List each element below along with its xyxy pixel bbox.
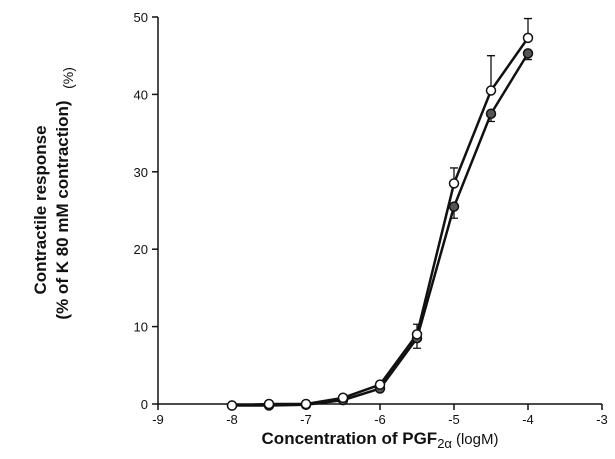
data-point (448, 201, 460, 212)
error-bar (487, 55, 495, 91)
data-point (485, 85, 497, 96)
y-label: Contractile response (% of K 80 mM contr… (31, 100, 72, 319)
series-line (231, 37, 530, 407)
data-point (522, 32, 534, 44)
y-tick-label: 40 (134, 87, 148, 102)
x-tick-label: -7 (300, 412, 312, 427)
y-label-line: Contractile response (31, 125, 50, 294)
x-tick-label: -5 (448, 412, 460, 427)
x-label-main: Concentration of PGF (262, 429, 438, 448)
data-point (374, 379, 386, 390)
data-point (226, 400, 238, 411)
y-tick-label: 50 (134, 10, 148, 25)
data-point (448, 178, 460, 189)
x-label-sub: 2α (437, 436, 452, 451)
y-tick-label: 20 (134, 242, 148, 257)
data-point (263, 398, 275, 410)
y-label-line: (% of K 80 mM contraction) (53, 100, 72, 319)
x-label: Concentration of PGF2α (logM) (262, 429, 499, 451)
y-tick-label: 30 (134, 165, 148, 180)
x-tick-label: -9 (152, 412, 164, 427)
data-point (485, 108, 497, 119)
x-tick-label: -8 (226, 412, 238, 427)
data-point (337, 392, 349, 404)
data-point (300, 398, 312, 410)
data-point (411, 329, 423, 340)
x-tick-label: -3 (596, 412, 608, 427)
x-unit: (logM) (456, 431, 499, 448)
data-point (522, 48, 534, 59)
y-tick-label: 0 (141, 397, 148, 412)
y-tick-label: 10 (134, 320, 148, 335)
x-tick-label: -4 (522, 412, 534, 427)
x-tick-label: -6 (374, 412, 386, 427)
y-unit: (%) (60, 67, 76, 89)
